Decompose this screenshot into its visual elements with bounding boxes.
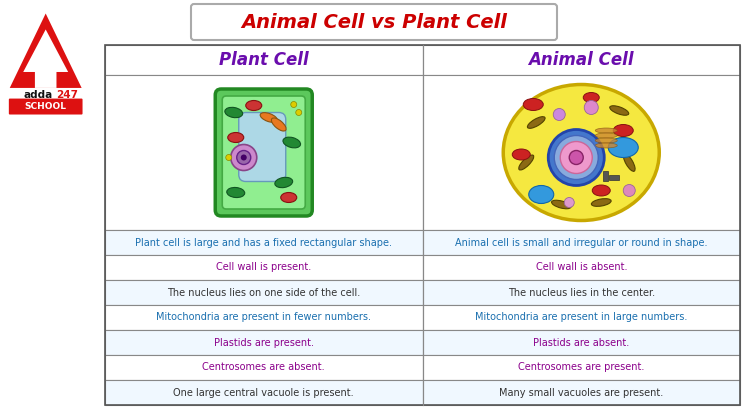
Ellipse shape	[592, 185, 610, 196]
Text: The nucleus lies on one side of the cell.: The nucleus lies on one side of the cell…	[167, 288, 360, 297]
FancyBboxPatch shape	[191, 4, 557, 40]
Circle shape	[584, 101, 598, 115]
Text: 247: 247	[56, 90, 79, 100]
Circle shape	[623, 184, 635, 196]
Ellipse shape	[613, 124, 633, 137]
Circle shape	[548, 130, 604, 186]
Bar	[105, 305, 422, 330]
Text: SCHOOL: SCHOOL	[25, 102, 67, 111]
Circle shape	[240, 155, 246, 160]
Text: Centrosomes are absent.: Centrosomes are absent.	[202, 362, 325, 373]
Ellipse shape	[583, 92, 599, 103]
Ellipse shape	[595, 143, 617, 148]
Circle shape	[564, 198, 574, 207]
Ellipse shape	[595, 133, 617, 138]
Circle shape	[231, 144, 257, 171]
FancyBboxPatch shape	[222, 96, 306, 209]
Text: Plant cell is large and has a fixed rectangular shape.: Plant cell is large and has a fixed rect…	[136, 238, 392, 247]
Ellipse shape	[246, 101, 261, 110]
FancyBboxPatch shape	[239, 112, 286, 182]
Text: Centrosomes are present.: Centrosomes are present.	[518, 362, 644, 373]
Text: Animal cell is small and irregular or round in shape.: Animal cell is small and irregular or ro…	[455, 238, 708, 247]
Bar	[422, 355, 740, 380]
Ellipse shape	[610, 106, 628, 115]
Bar	[422, 330, 740, 355]
Ellipse shape	[527, 117, 545, 128]
Text: Plant Cell: Plant Cell	[219, 51, 309, 69]
Bar	[105, 230, 422, 255]
Ellipse shape	[227, 187, 245, 198]
Ellipse shape	[595, 138, 617, 143]
Bar	[422, 45, 740, 75]
Ellipse shape	[595, 128, 617, 133]
FancyBboxPatch shape	[215, 89, 312, 216]
Text: Plastids are absent.: Plastids are absent.	[533, 337, 629, 348]
Text: Mitochondria are present in large numbers.: Mitochondria are present in large number…	[475, 312, 688, 323]
Bar	[105, 45, 740, 405]
Polygon shape	[10, 13, 82, 88]
Bar	[603, 171, 608, 180]
Circle shape	[560, 142, 592, 173]
Text: adda: adda	[23, 90, 52, 100]
Ellipse shape	[228, 133, 243, 142]
Ellipse shape	[608, 137, 638, 157]
Circle shape	[291, 101, 297, 108]
Text: Cell wall is present.: Cell wall is present.	[216, 263, 312, 272]
Text: Mitochondria are present in fewer numbers.: Mitochondria are present in fewer number…	[157, 312, 372, 323]
Bar	[105, 280, 422, 305]
Bar	[422, 280, 740, 305]
Ellipse shape	[283, 137, 300, 148]
Ellipse shape	[529, 186, 554, 204]
Ellipse shape	[225, 107, 243, 118]
FancyBboxPatch shape	[9, 99, 82, 115]
Bar	[422, 255, 740, 280]
Ellipse shape	[275, 178, 293, 188]
Circle shape	[296, 110, 302, 115]
Circle shape	[237, 151, 251, 164]
Polygon shape	[23, 29, 68, 88]
Bar	[422, 380, 740, 405]
Text: One large central vacuole is present.: One large central vacuole is present.	[174, 387, 354, 398]
Bar	[609, 175, 619, 180]
Bar	[422, 305, 740, 330]
Ellipse shape	[260, 112, 277, 122]
Ellipse shape	[271, 118, 286, 131]
Bar	[105, 255, 422, 280]
Text: Animal Cell: Animal Cell	[529, 51, 634, 69]
Ellipse shape	[592, 199, 611, 207]
Bar	[105, 45, 422, 75]
Text: Many small vacuoles are present.: Many small vacuoles are present.	[499, 387, 664, 398]
Ellipse shape	[524, 99, 543, 110]
Ellipse shape	[512, 149, 530, 160]
Text: Animal Cell vs Plant Cell: Animal Cell vs Plant Cell	[241, 13, 507, 32]
Text: The nucleus lies in the center.: The nucleus lies in the center.	[508, 288, 655, 297]
Bar	[422, 75, 740, 230]
Text: Plastids are present.: Plastids are present.	[213, 337, 314, 348]
Ellipse shape	[551, 200, 571, 209]
Ellipse shape	[281, 193, 297, 202]
Bar	[105, 330, 422, 355]
Text: Cell wall is absent.: Cell wall is absent.	[536, 263, 627, 272]
Bar	[105, 380, 422, 405]
Circle shape	[225, 155, 231, 160]
Circle shape	[554, 135, 598, 180]
Circle shape	[569, 151, 583, 164]
Bar	[422, 230, 740, 255]
Ellipse shape	[623, 154, 635, 171]
Ellipse shape	[519, 155, 534, 170]
Bar	[105, 355, 422, 380]
Ellipse shape	[503, 85, 659, 220]
Circle shape	[554, 108, 565, 121]
Bar	[105, 75, 422, 230]
